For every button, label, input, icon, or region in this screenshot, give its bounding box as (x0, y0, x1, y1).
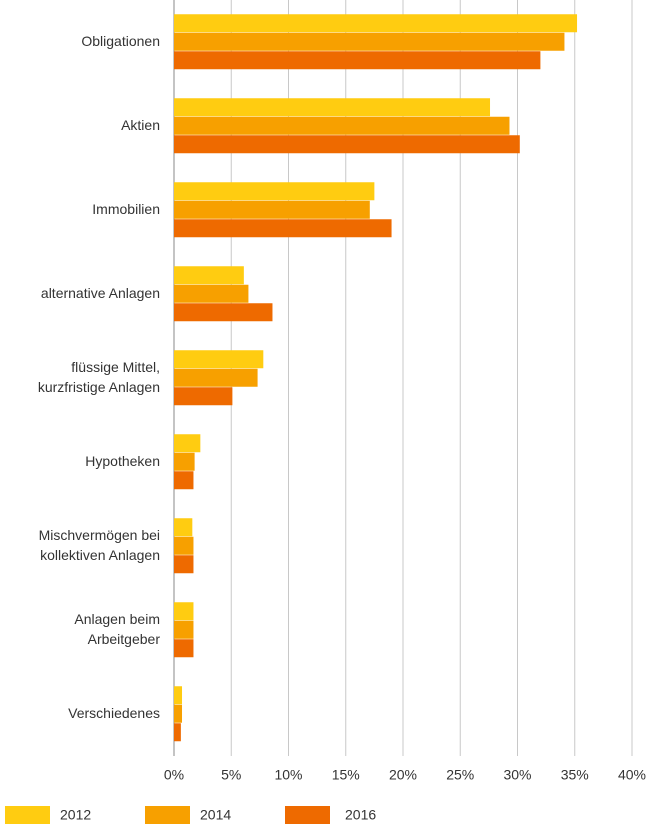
bar (174, 303, 273, 322)
bar (174, 704, 183, 723)
y-tick-label: alternative Anlagen (41, 285, 160, 301)
y-tick-label: Hypotheken (85, 453, 160, 469)
x-tick-label: 25% (446, 767, 474, 783)
legend-label: 2012 (60, 807, 91, 823)
legend-swatch (285, 806, 330, 824)
bar (174, 266, 244, 285)
bar (174, 200, 370, 219)
bar (174, 182, 375, 201)
bar (174, 32, 565, 51)
y-tick-label: Mischvermögen bei kollektiven Anlagen (39, 527, 160, 563)
x-tick-label: 40% (618, 767, 646, 783)
bar (174, 368, 258, 387)
bar (174, 51, 541, 70)
x-tick-label: 30% (503, 767, 531, 783)
bar (174, 620, 194, 639)
bar (174, 434, 201, 453)
bar (174, 116, 510, 135)
legend-label: 2016 (345, 807, 376, 823)
legend-swatch (5, 806, 50, 824)
x-tick-label: 0% (164, 767, 184, 783)
y-tick-label: flüssige Mittel, kurzfristige Anlagen (38, 359, 160, 395)
y-tick-label: Immobilien (92, 201, 160, 217)
x-tick-label: 15% (332, 767, 360, 783)
bar (174, 135, 520, 154)
bar (174, 639, 194, 658)
bar (174, 452, 195, 471)
bar (174, 98, 491, 117)
x-tick-label: 20% (389, 767, 417, 783)
bar (174, 350, 264, 369)
bar (174, 602, 194, 621)
bar (174, 471, 194, 490)
x-tick-label: 10% (274, 767, 302, 783)
bar (174, 723, 181, 742)
x-tick-label: 35% (561, 767, 589, 783)
legend-swatch (145, 806, 190, 824)
bar (174, 536, 194, 555)
y-tick-label: Aktien (121, 117, 160, 133)
bar (174, 219, 392, 238)
bar (174, 686, 183, 705)
bar (174, 387, 233, 406)
y-tick-label: Obligationen (81, 33, 160, 49)
y-tick-label: Verschiedenes (68, 705, 160, 721)
y-tick-label: Anlagen beim Arbeitgeber (74, 611, 160, 647)
bar (174, 555, 194, 574)
bar (174, 14, 578, 33)
legend-label: 2014 (200, 807, 231, 823)
bar (174, 518, 193, 537)
bar (174, 284, 249, 303)
x-tick-label: 5% (221, 767, 241, 783)
